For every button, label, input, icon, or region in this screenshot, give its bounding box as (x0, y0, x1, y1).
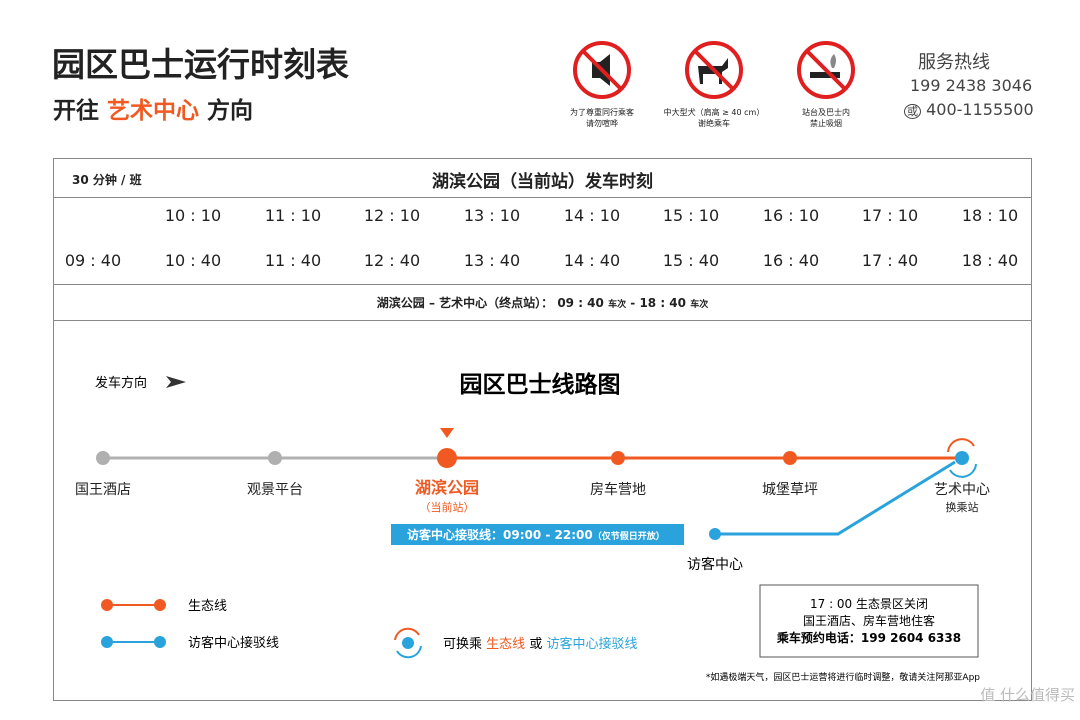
departure-time: 16 : 10 (762, 206, 820, 225)
notice-caption: 站台及巴士内 (802, 108, 850, 117)
station-name: 访客中心 (687, 556, 743, 573)
transfer-text: 可换乘 (443, 637, 482, 652)
legend-label: 访客中心接驳线 (188, 635, 279, 651)
panel: 30 分钟 / 班 湖滨公园（当前站）发车时刻 湖滨公园 – 艺术中心（终点站）… (53, 158, 1032, 701)
legend-label: 生态线 (188, 599, 227, 614)
subtitle-dest: 艺术中心 (107, 98, 200, 124)
timetable-title: 湖滨公园（当前站）发车时刻 (432, 172, 653, 192)
departure-time: 16 : 40 (762, 251, 820, 270)
departure-time: 14 : 10 (563, 206, 621, 225)
title: 园区巴士运行时刻表 (52, 45, 349, 84)
notice-icons (573, 41, 855, 99)
departure-time: 14 : 40 (563, 251, 621, 270)
footer-text: 湖滨公园 – 艺术中心（终点站）： 09 : 40 (376, 296, 604, 310)
departure-time: 15 : 40 (662, 251, 720, 270)
info-line: 乘车预约电话：199 2604 6338 (776, 630, 961, 645)
departure-time: 13 : 40 (463, 251, 521, 270)
divider (54, 197, 1031, 198)
shuttle-line (715, 460, 956, 536)
station-name: 国王酒店 (75, 482, 131, 498)
transfer-shuttle: 访客中心接驳线 (546, 636, 637, 652)
station-dot (437, 448, 457, 468)
departure-time: 11 : 40 (264, 251, 322, 270)
notice-caption: 中大型犬（肩高 ≥ 40 cm） (663, 108, 765, 117)
subtitle: 开往 艺术中心 方向 (53, 91, 253, 125)
legend-dot (154, 636, 166, 648)
station-dot (96, 451, 110, 465)
shuttle-label: 访客中心接驳线：09:00 - 22:00（仅节假日开放） (407, 527, 665, 542)
footer-unit: 车次 (608, 300, 627, 310)
timetable-footer: 湖滨公园 – 艺术中心（终点站）： 09 : 40 车次 - 18 : 40 车… (54, 294, 1031, 311)
hotline-alt: 或 400-1155500 (904, 100, 1034, 119)
shuttle-note: （仅节假日开放） (593, 530, 665, 542)
footnote: *如遇极端天气，园区巴士运营将进行临时调整，敬请关注阿那亚App (706, 671, 980, 683)
legend-dot (101, 599, 113, 611)
station-name: 艺术中心 (934, 482, 990, 498)
departure-time: 10 : 10 (164, 206, 222, 225)
station-dot (268, 451, 282, 465)
hotline-phone: 199 2438 3046 (910, 76, 1033, 95)
departure-time: 10 : 40 (164, 251, 222, 270)
transfer-icon (394, 627, 422, 659)
divider (54, 284, 1031, 285)
footer-unit: 车次 (690, 300, 709, 310)
station-name: 城堡草坪 (762, 482, 818, 498)
icon-quiet (573, 41, 631, 99)
notice-caption: 谢绝乘车 (698, 119, 730, 128)
icon-dog (685, 41, 743, 99)
station-name: 观景平台 (247, 482, 303, 498)
hotline-title: 服务热线 (918, 52, 990, 73)
watermark: 值 什么值得买 (980, 686, 1075, 704)
transfer-eco: 生态线 (486, 637, 525, 652)
frequency: 30 分钟 / 班 (72, 173, 142, 187)
departure-time: 18 : 40 (961, 251, 1019, 270)
current-marker (440, 428, 454, 438)
divider (54, 320, 1031, 321)
station-dot (709, 528, 721, 540)
notice-caption: 请勿喧哗 (586, 119, 618, 128)
info-line: 国王酒店、房车营地住客 (803, 613, 935, 628)
notice-caption: 禁止吸烟 (810, 119, 842, 128)
shuttle-hours: 访客中心接驳线：09:00 - 22:00 (407, 527, 593, 542)
station-name: 湖滨公园 (415, 478, 479, 497)
departure-time: 09 : 40 (64, 251, 122, 270)
info-line: 17 : 00 生态景区关闭 (810, 597, 928, 611)
shuttle-badge (391, 524, 684, 545)
transfer-text: 或 (529, 637, 542, 652)
departure-time: 12 : 10 (363, 206, 421, 225)
station-dot (611, 451, 625, 465)
station-dot (783, 451, 797, 465)
station-note: 换乘站 (946, 500, 979, 514)
icon-smoke (797, 41, 855, 99)
departure-time: 17 : 10 (861, 206, 919, 225)
info-box (759, 584, 979, 658)
departure-time: 11 : 10 (264, 206, 322, 225)
departure-time: 13 : 10 (463, 206, 521, 225)
notice-caption: 为了尊重同行乘客 (570, 108, 634, 117)
hotline-phone2: 400-1155500 (926, 100, 1034, 119)
legend-dot (154, 599, 166, 611)
subtitle-text: 方向 (207, 98, 254, 124)
transfer-ring (949, 463, 977, 478)
departure-time: 18 : 10 (961, 206, 1019, 225)
footer-text: - 18 : 40 (630, 296, 686, 310)
direction-label: 发车方向 (95, 375, 147, 391)
departure-time: 17 : 40 (861, 251, 919, 270)
departure-time: 12 : 40 (363, 251, 421, 270)
station-dot (955, 451, 969, 465)
departure-time: 15 : 10 (662, 206, 720, 225)
subtitle-text: 开往 (53, 98, 99, 124)
map-title: 园区巴士线路图 (460, 371, 621, 398)
legend-dot (101, 636, 113, 648)
station-name: 房车营地 (590, 481, 646, 498)
or-badge: 或 (904, 104, 921, 119)
transfer-ring (947, 438, 975, 453)
station-note: （当前站） (420, 500, 475, 514)
direction-arrow (166, 376, 186, 388)
transfer-legend: 可换乘 生态线 或 访客中心接驳线 (443, 636, 637, 652)
